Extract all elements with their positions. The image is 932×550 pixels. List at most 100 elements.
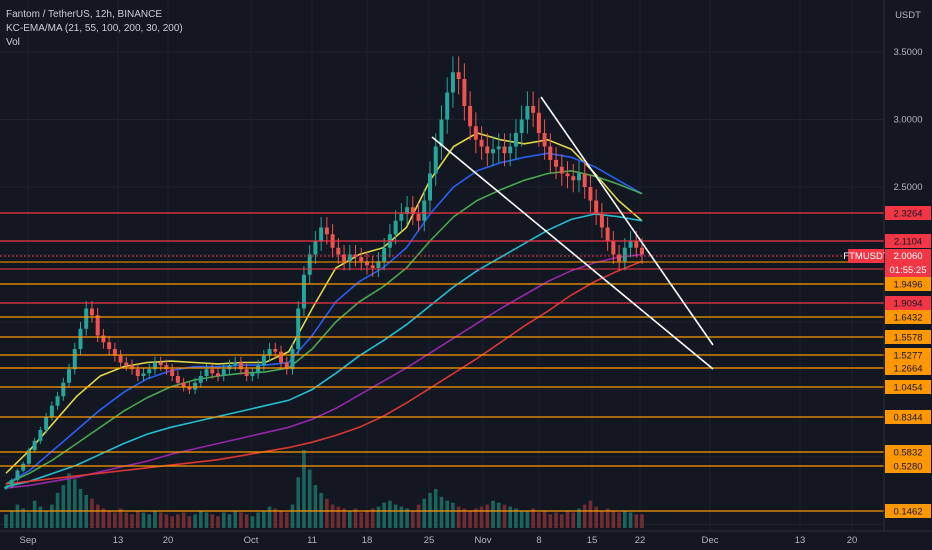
ma-line	[5, 169, 643, 485]
volume-bar	[359, 512, 364, 528]
volume-bar	[118, 508, 123, 528]
volume-bar	[565, 510, 570, 528]
candle-body	[456, 72, 461, 79]
time-tick-label: Nov	[475, 535, 492, 546]
candle-body	[221, 369, 226, 376]
candle-body	[382, 247, 387, 262]
price-axis[interactable]: 3.5000 3.0000 2.5000	[893, 47, 922, 193]
level-tag	[885, 330, 931, 344]
volume-bar	[468, 510, 472, 528]
level-tag-label: 2.1104	[894, 237, 922, 248]
ma-line	[5, 152, 643, 485]
trendlines[interactable]	[431, 96, 714, 370]
candle-body	[319, 227, 324, 241]
price-tags: 2.3264 2.1104 1.9496 1.9094 1.6432 1.5578 1.52…	[843, 206, 931, 518]
volume-bar	[44, 510, 48, 528]
volume-bar	[537, 512, 541, 528]
volume-title[interactable]: Vol	[6, 37, 20, 48]
volume-bar	[508, 506, 513, 528]
candle-body	[519, 119, 524, 133]
time-tick-label: 20	[847, 535, 858, 546]
volume-bar	[158, 512, 163, 528]
candle-body	[216, 373, 220, 376]
ma-line	[5, 260, 643, 485]
volume-bar	[302, 450, 306, 528]
candle-body	[359, 257, 364, 262]
volume-bar	[330, 504, 335, 528]
level-tag	[885, 277, 931, 291]
falling-wedge-lower-line	[431, 136, 714, 370]
volume-bar	[4, 514, 8, 528]
candle-body	[462, 79, 467, 106]
volume-bar	[479, 506, 484, 528]
volume-bar	[72, 479, 77, 528]
volume-bar	[600, 510, 604, 528]
volume-bar	[313, 485, 318, 528]
symbol-tag	[848, 249, 884, 263]
volume-bar	[95, 504, 100, 528]
volume-bar	[199, 510, 203, 528]
symbol-tag-label: FTMUSDT	[843, 251, 889, 262]
volume-bar	[640, 514, 644, 528]
candle-body	[393, 220, 398, 235]
time-tick-label: 8	[536, 535, 541, 546]
time-tick-label: 15	[587, 535, 598, 546]
candle-body	[496, 146, 501, 150]
current-price-label: 2.0060	[893, 251, 922, 262]
volume-bar	[256, 512, 260, 528]
volume-bar	[204, 512, 209, 528]
volume-bar	[153, 510, 157, 528]
volume-bar	[548, 514, 553, 528]
volume-bar	[15, 504, 20, 528]
indicator-title[interactable]: KC-EMA/MA (21, 55, 100, 200, 30, 200)	[6, 23, 183, 34]
level-tag-label: 1.0454	[893, 383, 922, 394]
candle-body	[55, 396, 60, 406]
candle-body	[559, 166, 564, 174]
candle-body	[204, 369, 209, 376]
candle-body	[44, 416, 49, 430]
candle-body	[611, 241, 616, 255]
candle-body	[273, 349, 278, 352]
candle-body	[175, 376, 180, 383]
candle-body	[49, 405, 54, 417]
volume-bar	[38, 506, 43, 528]
candle-body	[170, 369, 175, 376]
volume-bar	[514, 508, 518, 528]
volume-bar	[439, 496, 444, 528]
volume-bar	[588, 500, 593, 528]
volume-bar	[307, 469, 312, 528]
volume-bar	[279, 510, 283, 528]
volume-bar	[559, 514, 564, 528]
horizontal-levels[interactable]	[0, 212, 884, 512]
candle-body	[301, 274, 306, 309]
candle-body	[617, 254, 622, 262]
candle-body	[187, 386, 192, 390]
level-tag-label: 1.2664	[893, 364, 922, 375]
candle-body	[634, 241, 639, 248]
volume-bar	[393, 504, 398, 528]
candle-body	[542, 133, 547, 147]
candle-body	[588, 187, 593, 201]
level-tag-label: 1.5578	[893, 333, 922, 344]
volume-bar	[456, 506, 461, 528]
candle-body	[307, 254, 312, 275]
candle-body	[416, 214, 421, 221]
candle-body	[422, 200, 427, 221]
volume-bar	[216, 516, 220, 528]
candle-body	[107, 342, 112, 349]
symbol-title[interactable]: Fantom / TetherUS, 12h, BINANCE	[6, 9, 162, 20]
volume-bar	[347, 510, 352, 528]
candle-body	[256, 365, 261, 374]
candle-body	[244, 369, 249, 376]
level-tag	[885, 206, 931, 220]
volume-bar	[445, 500, 449, 528]
volume-bar	[170, 516, 174, 528]
candle-body	[479, 139, 484, 147]
time-tick-label: 22	[635, 535, 646, 546]
volume-bar	[176, 514, 180, 528]
volume-bar	[485, 504, 490, 528]
candle-body	[290, 349, 295, 370]
time-axis[interactable]: Sep 13 20 Oct 11 18 25 Nov 8 15 22 Dec 13 20	[20, 535, 858, 546]
volume-bar	[50, 504, 54, 528]
